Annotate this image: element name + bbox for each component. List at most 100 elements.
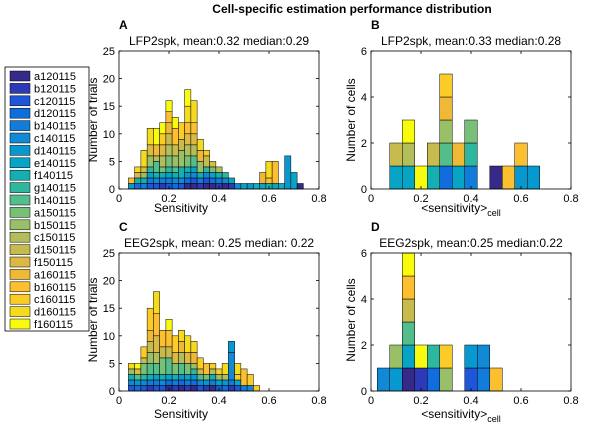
panel-c-bar-8-seg-3 bbox=[178, 363, 185, 375]
panel-c-bar-4-seg-2 bbox=[153, 374, 160, 381]
panel-a-xtick-label-3: 0.6 bbox=[261, 193, 276, 205]
panel-c-bar-0-seg-4 bbox=[128, 363, 135, 370]
panel-c-bar-12-seg-2 bbox=[203, 374, 210, 381]
panel-c-bar-0-seg-0 bbox=[128, 385, 135, 392]
panel-a-bar-8-seg-3 bbox=[178, 150, 185, 168]
panel-a-bar-0-seg-0 bbox=[128, 183, 135, 190]
panel-c-bar-16-seg-1 bbox=[228, 379, 235, 386]
legend-swatch-b120115 bbox=[9, 83, 31, 94]
legend-swatch-a120115 bbox=[9, 70, 31, 82]
panel-a-bar-10-seg-0 bbox=[190, 183, 198, 190]
panel-a-xtick-label-2: 0.4 bbox=[211, 193, 226, 205]
panel-a-bar-3-seg-3 bbox=[146, 166, 154, 173]
panel-d-bar-1-seg-0 bbox=[389, 367, 403, 392]
panel-a-bar-4-seg-3 bbox=[153, 161, 160, 173]
panel-c-ytick-label-5: 25 bbox=[103, 248, 115, 260]
panel-a-bar-17-seg-0 bbox=[234, 183, 242, 190]
panel-b-xtick-label-1: 0.2 bbox=[413, 193, 428, 205]
panel-c-bar-1-seg-2 bbox=[134, 374, 142, 381]
panel-a-bar-13-seg-1 bbox=[209, 177, 217, 184]
panel-a-bar-1-seg-2 bbox=[134, 172, 142, 179]
panel-c-bar-4-seg-1 bbox=[153, 379, 160, 386]
panel-a-bar-7-seg-4 bbox=[171, 155, 179, 168]
legend-swatch-f160115 bbox=[9, 318, 31, 330]
panel-a-bar-13-seg-0 bbox=[209, 183, 217, 190]
panel-a-ytick-label-1: 5 bbox=[109, 156, 115, 168]
panel-c-bar-10-seg-2 bbox=[190, 374, 198, 381]
panel-d-ytick-label-2: 4 bbox=[361, 294, 367, 306]
panel-a-bar-3-seg-0 bbox=[146, 183, 154, 190]
panel-c-bar-17-seg-0 bbox=[234, 385, 242, 392]
legend-swatch-c140115 bbox=[9, 132, 31, 144]
panel-c-bar-15-seg-3 bbox=[221, 363, 229, 375]
panel-c-bar-5-seg-1 bbox=[159, 379, 167, 386]
panel-c-bar-8-seg-2 bbox=[178, 374, 185, 381]
panel-a-bar-25-seg-0 bbox=[284, 155, 292, 190]
legend-swatch-a150115 bbox=[9, 207, 31, 218]
panel-a-bar-2-seg-3 bbox=[140, 166, 148, 173]
panel-a-bar-10-seg-7 bbox=[190, 122, 198, 135]
panel-c-bar-3-seg-2 bbox=[146, 374, 154, 381]
panel-d-xtick-label-4: 0.8 bbox=[563, 395, 578, 407]
legend-swatch-b160115 bbox=[9, 281, 31, 293]
panel-a: A LFP2spk, mean:0.32 median:0.29 Number … bbox=[86, 18, 327, 215]
panel-d: D EEG2spk, mean:0.25 median:0.22 Number … bbox=[344, 220, 579, 424]
panel-d-bar-3-seg-1 bbox=[414, 344, 428, 369]
panel-a-title: LFP2spk, mean:0.32 median:0.29 bbox=[129, 34, 309, 48]
panel-a-bar-11-seg-1 bbox=[196, 177, 204, 184]
panel-c-bar-15-seg-1 bbox=[221, 379, 229, 386]
panel-c-bar-3-seg-7 bbox=[146, 307, 154, 331]
legend-label-f140115: f140115 bbox=[34, 170, 73, 182]
panel-c-ytick-label-2: 10 bbox=[103, 331, 115, 343]
panel-a-bar-10-seg-6 bbox=[190, 133, 198, 146]
panel-a-bar-3-seg-4 bbox=[146, 155, 154, 168]
panel-c-ytick-label-4: 20 bbox=[103, 276, 115, 288]
panel-a-bar-23-seg-0 bbox=[271, 183, 279, 190]
panel-c-bar-9-seg-0 bbox=[184, 385, 192, 392]
panel-a-ylabel: Number of trials bbox=[86, 78, 100, 163]
panel-a-bar-6-seg-7 bbox=[165, 122, 173, 135]
panel-a-bar-7-seg-0 bbox=[171, 183, 179, 190]
panel-a-bar-8-seg-0 bbox=[178, 183, 185, 190]
legend-label-d140115: d140115 bbox=[34, 145, 76, 157]
panel-a-bar-22-seg-1 bbox=[265, 177, 273, 184]
panel-c-bar-3-seg-6 bbox=[146, 330, 154, 342]
panel-a-bar-24-seg-0 bbox=[278, 183, 285, 190]
panel-c-bar-9-seg-2 bbox=[184, 374, 192, 381]
legend-swatch-b150115 bbox=[9, 219, 31, 231]
panel-d-bar-7-seg-0 bbox=[477, 367, 490, 392]
panel-a-bar-10-seg-1 bbox=[190, 177, 198, 184]
panel-a-bar-8-seg-1 bbox=[178, 177, 185, 184]
legend-label-c150115: c150115 bbox=[34, 232, 75, 244]
panel-a-bar-11-seg-0 bbox=[196, 183, 204, 190]
panel-a-bar-1-seg-3 bbox=[134, 166, 142, 173]
panel-a-ytick-label-0: 0 bbox=[109, 184, 115, 196]
panel-c-bar-13-seg-2 bbox=[209, 374, 217, 381]
panel-c-bar-5-seg-0 bbox=[159, 385, 167, 392]
legend-swatch-d150115 bbox=[9, 244, 31, 255]
panel-a-bar-9-seg-2 bbox=[184, 172, 192, 179]
panel-b-bar-10-seg-0 bbox=[527, 165, 540, 190]
panel-d-xtick-label-2: 0.4 bbox=[463, 395, 478, 407]
panel-b-xtick-label-2: 0.4 bbox=[463, 193, 478, 205]
panel-c-bar-11-seg-4 bbox=[196, 357, 204, 370]
panel-b-bar-4-seg-1 bbox=[439, 142, 453, 167]
panel-a-ytick-label-2: 10 bbox=[103, 129, 115, 141]
panel-a-letter: A bbox=[119, 18, 128, 32]
panel-c-bar-5-seg-2 bbox=[159, 374, 167, 381]
panel-c-bar-16-seg-2 bbox=[228, 352, 235, 381]
legend-label-a150115: a150115 bbox=[34, 207, 76, 219]
panel-b-xlabel: <sensitivity>cell bbox=[421, 201, 501, 218]
panel-c-bar-10-seg-3 bbox=[190, 368, 198, 375]
legend-swatch-g140115 bbox=[9, 182, 31, 193]
panel-d-bar-7-seg-1 bbox=[477, 344, 490, 369]
panel-c-bar-13-seg-4 bbox=[209, 363, 217, 370]
panel-a-bar-11-seg-5 bbox=[196, 139, 204, 151]
panel-d-bar-2-seg-1 bbox=[402, 344, 415, 369]
panel-d-xtick-label-0: 0 bbox=[368, 395, 374, 407]
panel-a-bar-6-seg-5 bbox=[165, 144, 173, 157]
panel-d-bar-4-seg-1 bbox=[427, 344, 440, 369]
panel-a-bar-9-seg-5 bbox=[184, 144, 192, 157]
panel-a-bar-4-seg-1 bbox=[153, 177, 160, 184]
panel-a-bar-2-seg-0 bbox=[140, 183, 148, 190]
